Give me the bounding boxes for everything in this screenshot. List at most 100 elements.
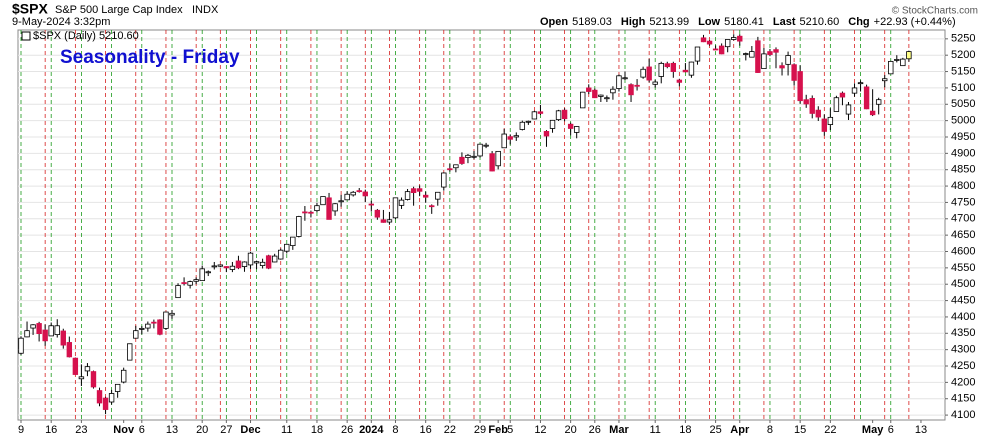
candle-body: [489, 153, 495, 172]
candle-body: [120, 369, 127, 383]
y-tick-label: 4950: [951, 131, 975, 143]
x-tick-label: 20: [565, 424, 577, 436]
candle-body: [821, 118, 828, 132]
y-tick-label: 4750: [951, 196, 975, 208]
candle-body: [700, 37, 707, 43]
candle-body: [362, 191, 368, 197]
candle-body: [586, 87, 592, 92]
candle-body: [90, 371, 97, 388]
x-tick-label: 22: [444, 424, 456, 436]
candle-body: [296, 216, 302, 237]
candle-body: [151, 321, 157, 324]
candle-body: [555, 110, 562, 121]
stat-label: Chg: [848, 16, 869, 28]
candle-body: [592, 89, 598, 99]
candle-body: [320, 196, 326, 206]
candle-body: [857, 82, 864, 85]
stat-label: Last: [773, 16, 796, 28]
candle-body: [60, 330, 66, 346]
candle-body: [447, 168, 453, 171]
candle-body: [459, 156, 465, 164]
candle-body: [338, 200, 344, 203]
candle-body: [108, 393, 115, 403]
x-tick-label: 25: [709, 424, 721, 436]
candle-body: [84, 366, 91, 372]
y-tick-label: 4300: [951, 344, 975, 356]
x-tick-label: 6: [888, 424, 894, 436]
x-tick-label: 16: [45, 424, 57, 436]
candle-body: [350, 191, 356, 196]
y-tick-label: 5100: [951, 82, 975, 94]
x-tick-label: Mar: [609, 424, 629, 436]
x-tick-label: 26: [341, 424, 353, 436]
x-tick-label: 23: [75, 424, 87, 436]
candle-body: [652, 81, 658, 85]
candle-body: [839, 92, 846, 98]
x-tick-label: 18: [311, 424, 323, 436]
candle-body: [658, 62, 664, 77]
candle-body: [616, 75, 622, 89]
candle-body: [525, 120, 532, 123]
candle-body: [477, 143, 483, 157]
candle-body: [622, 77, 628, 80]
x-tick-label: 20: [196, 424, 208, 436]
foreground-layer: 4100 4150 4200 4250 4300 4350 4400 4450 4500 4550…: [18, 33, 976, 436]
candle-body: [882, 78, 888, 82]
y-tick-label: 4550: [951, 262, 975, 274]
candle-body: [284, 243, 290, 252]
candle-body: [549, 119, 556, 129]
candle-body: [531, 111, 538, 120]
candle-body: [809, 97, 815, 114]
candle-body: [435, 191, 441, 200]
candle-body: [773, 49, 779, 53]
x-tick-label: 15: [794, 424, 806, 436]
legend-icon: [21, 31, 31, 41]
candle-body: [102, 397, 109, 410]
y-tick-label: 4200: [951, 376, 975, 388]
candle-body: [561, 109, 568, 120]
candle-body: [169, 312, 175, 316]
x-tick-label: 11: [649, 424, 660, 436]
plot-frame: [17, 29, 946, 421]
candle-body: [308, 211, 314, 214]
candle-body: [187, 281, 193, 286]
candle-body: [235, 260, 242, 269]
exchange: INDX: [192, 4, 219, 16]
candle-body: [670, 62, 677, 72]
candle-body: [114, 383, 121, 392]
candle-body: [392, 197, 399, 219]
candle-body: [646, 66, 652, 81]
candle-body: [157, 319, 163, 335]
candle-body: [737, 35, 743, 42]
y-tick-label: 5250: [951, 33, 975, 45]
candle-body: [743, 53, 749, 55]
candle-body: [42, 329, 48, 342]
candle-body: [326, 197, 332, 220]
x-tick-label: 18: [679, 424, 691, 436]
y-tick-label: 4150: [951, 393, 975, 405]
candle-body: [567, 123, 574, 129]
y-tick-label: 4350: [951, 327, 975, 339]
y-tick-label: 4700: [951, 213, 975, 225]
candle-body: [133, 330, 139, 339]
y-tick-label: 4400: [951, 311, 975, 323]
y-tick-label: 5200: [951, 49, 975, 61]
y-tick-label: 4800: [951, 180, 975, 192]
candle-body: [513, 135, 519, 138]
y-tick-label: 4900: [951, 147, 975, 159]
candle-body: [779, 65, 785, 69]
symbol: $SPX: [12, 1, 48, 17]
copyright: © StockCharts.com: [892, 6, 978, 17]
candle-body: [422, 194, 429, 198]
stat-value: 5189.03: [572, 16, 612, 28]
x-tick-label: 11: [281, 424, 292, 436]
candle-body: [628, 84, 634, 96]
candle-body: [507, 136, 513, 140]
candle-body: [803, 99, 809, 105]
candle-body: [706, 40, 713, 45]
x-tick-label: Nov: [113, 424, 135, 436]
candle-body: [205, 271, 211, 274]
candle-body: [537, 111, 544, 114]
candle-body: [875, 99, 882, 105]
y-tick-label: 4500: [951, 278, 975, 290]
